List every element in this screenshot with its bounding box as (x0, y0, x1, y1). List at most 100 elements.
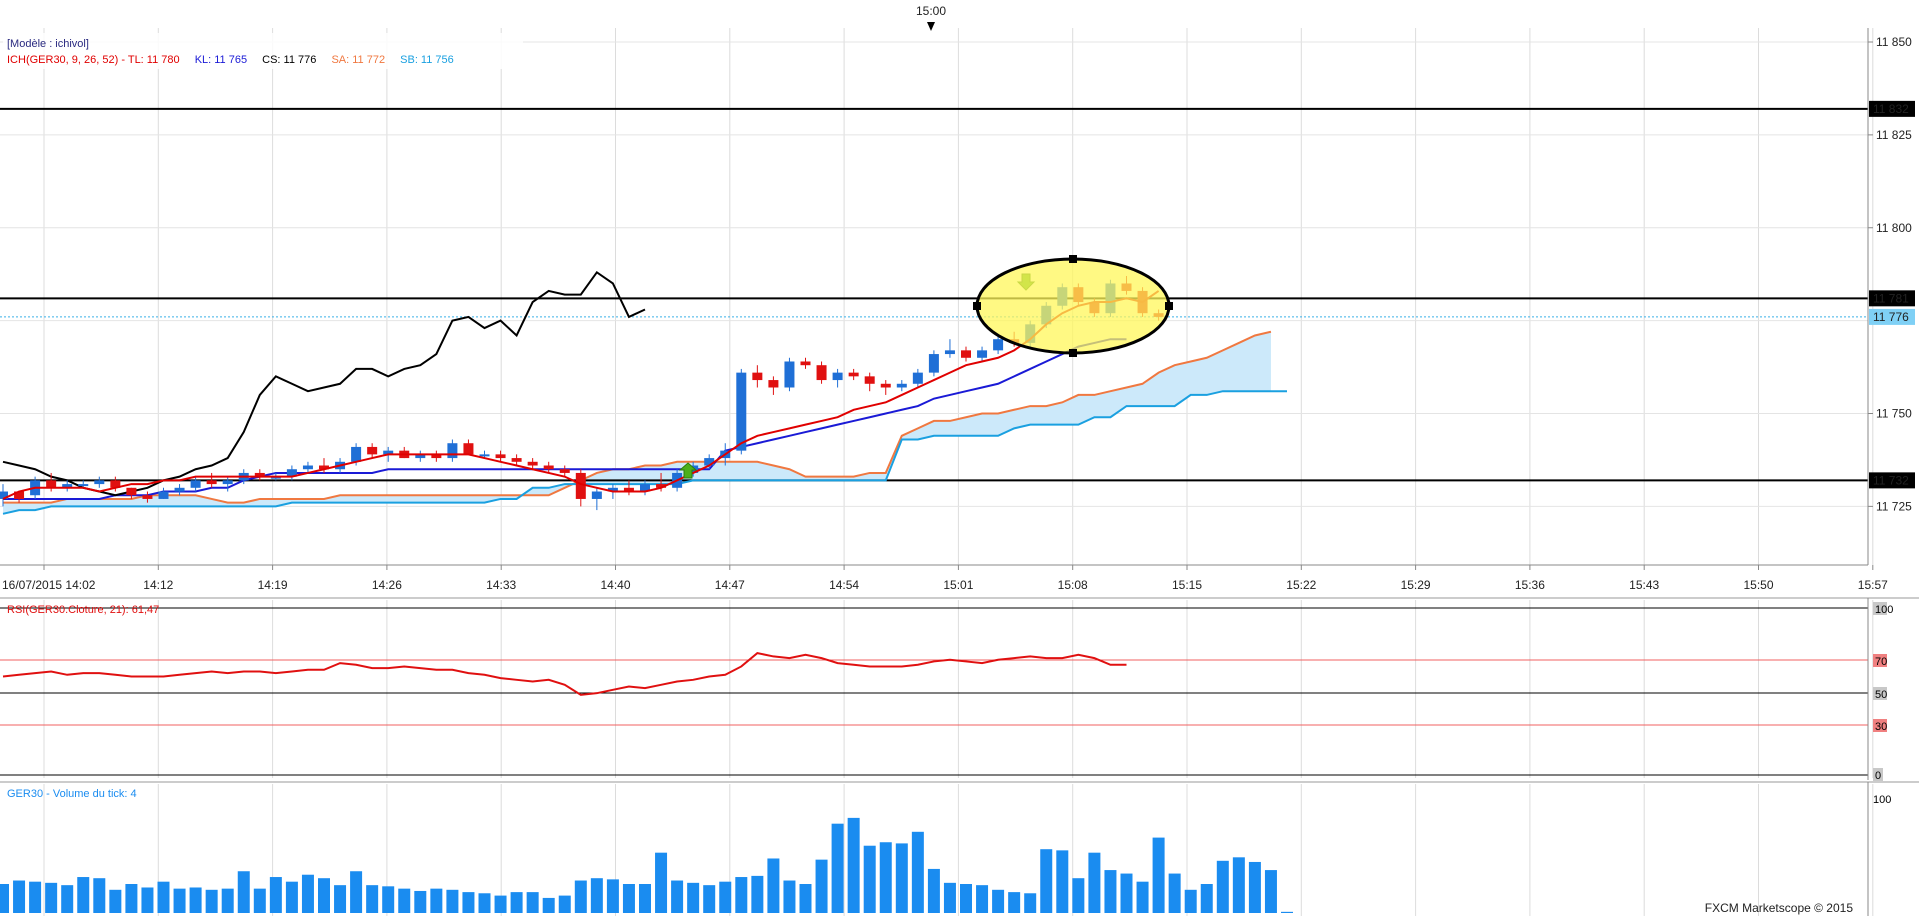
candle-body (431, 454, 442, 459)
volume-panel[interactable]: GER30 - Volume du tick: 4 100 FXCM Marke… (0, 781, 1919, 916)
candle-30[interactable] (479, 450, 490, 459)
candle-6[interactable] (94, 476, 105, 488)
candle-47[interactable] (752, 365, 763, 388)
candle-body (110, 480, 121, 488)
candle-61[interactable] (977, 346, 988, 362)
candle-20[interactable] (319, 458, 329, 473)
candle-body (591, 491, 602, 499)
rsi-panel[interactable]: RSI(GER30.Cloture, 21): 61,47 100 70 50 … (0, 597, 1919, 782)
candle-16[interactable] (254, 469, 265, 481)
candle-34[interactable] (543, 461, 554, 473)
candle-body (993, 339, 1004, 351)
candle-31[interactable] (495, 450, 506, 462)
candle-1[interactable] (14, 491, 25, 503)
candle-body (928, 354, 939, 373)
candle-10[interactable] (158, 487, 169, 499)
price-label-2: 11 776 (1869, 308, 1915, 325)
candle-58[interactable] (928, 350, 939, 377)
volume-bar (1216, 860, 1229, 913)
candle-body (62, 484, 73, 488)
volume-bar (1120, 873, 1133, 913)
candle-body (174, 487, 185, 492)
candle-body (351, 446, 362, 462)
candle-56[interactable] (896, 380, 907, 392)
volume-bar (1184, 889, 1197, 913)
candle-12[interactable] (190, 476, 201, 492)
time-marker-icon[interactable] (927, 22, 935, 31)
candle-28[interactable] (447, 439, 458, 462)
time-tick-label: 14:54 (829, 578, 859, 592)
candle-25[interactable] (399, 446, 410, 459)
price-tick-label: 11 750 (1876, 407, 1912, 421)
candle-body (78, 484, 89, 487)
time-tick-label: 15:29 (1401, 578, 1431, 592)
candle-39[interactable] (623, 480, 634, 496)
volume-bar (815, 859, 828, 913)
candle-5[interactable] (78, 480, 89, 488)
candle-29[interactable] (463, 439, 474, 455)
candle-50[interactable] (800, 357, 811, 369)
candle-26[interactable] (415, 450, 426, 462)
highlight-ellipse-annotation[interactable] (973, 255, 1173, 357)
candle-13[interactable] (206, 472, 217, 488)
volume-bars (0, 817, 1293, 913)
candle-11[interactable] (174, 484, 185, 496)
volume-bar (831, 823, 844, 913)
model-label: [Modèle : ichivol] (7, 38, 89, 50)
candle-body (640, 484, 650, 492)
candle-body (415, 454, 426, 459)
candle-49[interactable] (784, 357, 795, 392)
candle-19[interactable] (302, 461, 313, 473)
candle-37[interactable] (591, 487, 602, 511)
volume-bar (285, 881, 298, 913)
candle-51[interactable] (816, 361, 827, 384)
candle-body (46, 480, 57, 488)
main-panel[interactable]: 15:00 [Modèle : ichivol] ICH(GER30, 9, 2… (0, 4, 1915, 592)
candle-4[interactable] (62, 480, 73, 492)
candle-59[interactable] (944, 339, 955, 358)
candle-8[interactable] (126, 487, 137, 499)
candle-9[interactable] (142, 491, 153, 503)
candle-32[interactable] (511, 454, 522, 466)
candle-53[interactable] (848, 368, 859, 381)
candle-body (158, 491, 169, 499)
candle-0[interactable] (0, 484, 8, 507)
candle-body (656, 484, 667, 488)
price-axis-ticks: 11 850 11 825 11 800 11 750 11 725 (1868, 35, 1912, 513)
candle-46[interactable] (736, 368, 747, 455)
candle-body (206, 480, 217, 485)
candle-52[interactable] (832, 368, 843, 388)
price-label-3: 11 732 (1869, 472, 1915, 489)
volume-bar (45, 882, 58, 913)
candle-33[interactable] (527, 458, 538, 470)
candle-body (977, 350, 988, 358)
candle-55[interactable] (880, 380, 891, 395)
volume-bar (1088, 852, 1101, 913)
rsi-tick-70: 70 (1875, 656, 1887, 668)
candle-7[interactable] (110, 476, 121, 492)
volume-bar (879, 842, 892, 913)
volume-label: GER30 - Volume du tick: 4 (7, 788, 137, 800)
candle-54[interactable] (864, 372, 875, 392)
time-tick-label: 15:57 (1858, 578, 1888, 592)
candle-14[interactable] (222, 476, 233, 492)
ellipse-handle-left (973, 302, 981, 310)
candle-23[interactable] (367, 443, 378, 459)
candle-body (607, 487, 618, 492)
candle-40[interactable] (640, 480, 650, 496)
candle-62[interactable] (993, 335, 1004, 355)
candle-27[interactable] (431, 450, 442, 462)
candle-48[interactable] (768, 376, 779, 395)
volume-bar (77, 877, 90, 913)
candle-44[interactable] (704, 454, 715, 470)
candle-35[interactable] (559, 465, 570, 477)
candle-57[interactable] (912, 368, 923, 388)
candle-18[interactable] (286, 465, 297, 481)
volume-bar (799, 884, 812, 913)
candle-60[interactable] (961, 346, 971, 362)
legend-span-a: SA: 11 772 (331, 54, 385, 66)
volume-bar (1264, 870, 1277, 913)
volume-bar (703, 885, 716, 913)
candle-36[interactable] (575, 469, 586, 507)
